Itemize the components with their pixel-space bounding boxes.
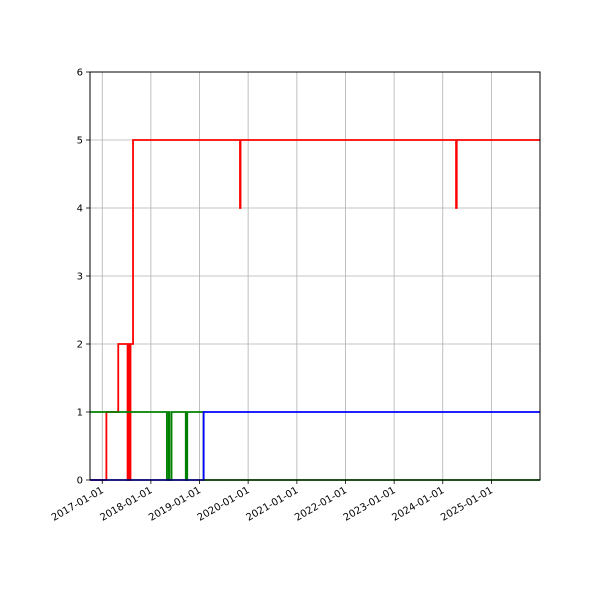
y-tick-label: 3 — [77, 272, 83, 283]
y-tick-label: 6 — [77, 68, 83, 79]
y-tick-label: 4 — [77, 204, 83, 215]
y-axis: 0 1 2 3 4 5 6 — [77, 68, 90, 487]
y-tick-label: 2 — [77, 340, 83, 351]
y-tick-label: 1 — [77, 408, 83, 419]
y-tick-label: 5 — [77, 136, 83, 147]
y-tick-label: 0 — [77, 476, 83, 487]
